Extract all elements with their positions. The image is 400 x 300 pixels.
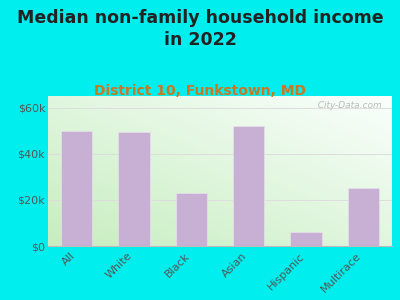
- Bar: [118, 132, 150, 246]
- Bar: [348, 188, 379, 246]
- Bar: [233, 126, 264, 246]
- Bar: [290, 232, 322, 246]
- Bar: [61, 130, 92, 246]
- Text: Median non-family household income
in 2022: Median non-family household income in 20…: [17, 9, 383, 49]
- Text: District 10, Funkstown, MD: District 10, Funkstown, MD: [94, 84, 306, 98]
- Bar: [176, 193, 207, 246]
- Text: City-Data.com: City-Data.com: [312, 100, 382, 109]
